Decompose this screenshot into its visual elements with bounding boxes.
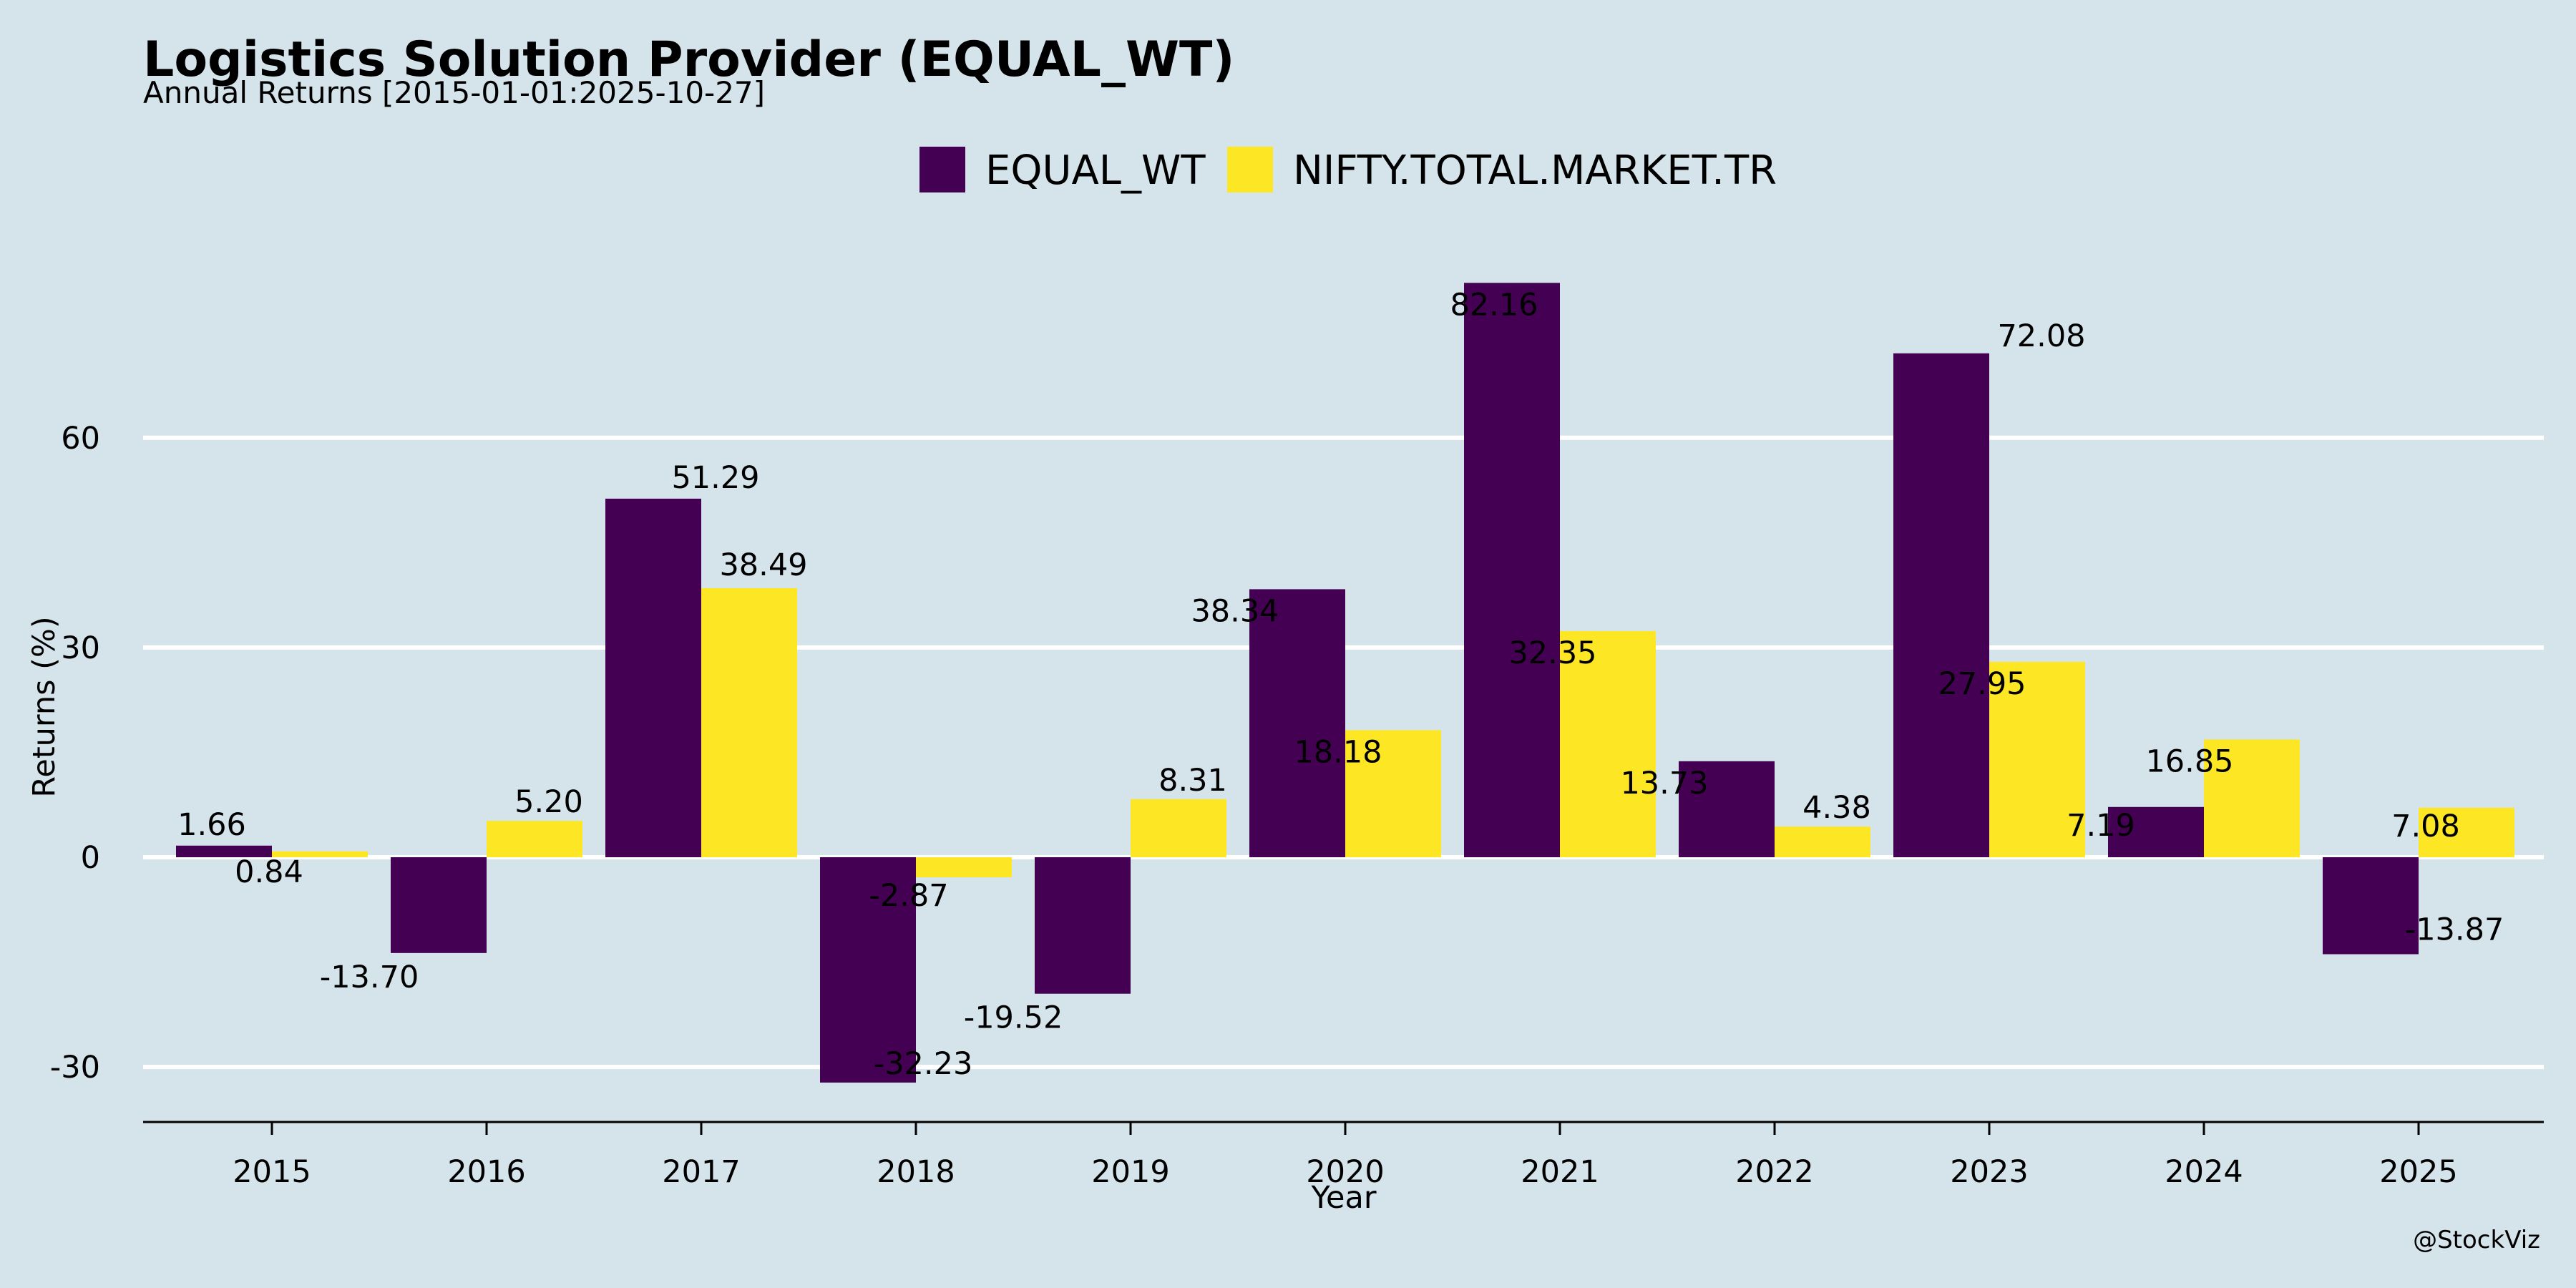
legend: EQUAL_WT NIFTY.TOTAL.MARKET.TR <box>919 147 1777 194</box>
y-axis-label: Returns (%) <box>26 616 62 797</box>
bar-equal-wt-2015 <box>176 845 272 857</box>
data-label: -32.23 <box>874 1046 973 1082</box>
x-tick-label: 2015 <box>233 1154 311 1190</box>
bar-equal-wt-2017 <box>605 498 701 857</box>
y-tick-label: -30 <box>50 1050 100 1085</box>
bar-nifty-total-market-tr-2016 <box>487 821 582 857</box>
data-label: 38.34 <box>1191 593 1279 629</box>
y-tick-label: 0 <box>81 840 100 876</box>
data-label: 82.16 <box>1450 287 1538 323</box>
x-tick-label: 2016 <box>447 1154 525 1190</box>
x-tick-label: 2021 <box>1521 1154 1599 1190</box>
bar-nifty-total-market-tr-2018 <box>916 857 1012 878</box>
bar-nifty-total-market-tr-2024 <box>2204 739 2300 857</box>
credit-text: @StockViz <box>2413 1226 2540 1254</box>
bar-equal-wt-2016 <box>391 857 487 953</box>
bar-nifty-total-market-tr-2017 <box>701 587 797 857</box>
bar-equal-wt-2022 <box>1679 761 1775 857</box>
x-tick-label: 2024 <box>2165 1154 2243 1190</box>
bar-equal-wt-2020 <box>1249 589 1345 857</box>
legend-label: EQUAL_WT <box>985 147 1206 194</box>
bar-equal-wt-2019 <box>1035 857 1131 994</box>
data-label: 16.85 <box>2145 743 2233 779</box>
x-tick-label: 2017 <box>662 1154 740 1190</box>
x-tick-label: 2023 <box>1950 1154 2028 1190</box>
bar-nifty-total-market-tr-2021 <box>1560 630 1656 857</box>
bar-nifty-total-market-tr-2025 <box>2419 807 2514 857</box>
data-label: 51.29 <box>671 460 759 496</box>
data-label: -13.87 <box>2405 912 2504 948</box>
x-tick-label: 2022 <box>1735 1154 1813 1190</box>
data-label: 7.19 <box>2067 808 2135 844</box>
x-tick-label: 2018 <box>877 1154 955 1190</box>
bar-equal-wt-2024 <box>2108 806 2204 857</box>
data-label: 13.73 <box>1620 766 1708 801</box>
y-tick-label: 60 <box>61 421 100 457</box>
bar-equal-wt-2021 <box>1464 283 1560 857</box>
bar-nifty-total-market-tr-2020 <box>1345 730 1441 857</box>
data-label: 72.08 <box>1997 318 2085 354</box>
legend-label: NIFTY.TOTAL.MARKET.TR <box>1293 147 1777 194</box>
data-label: 7.08 <box>2391 809 2460 844</box>
chart-title: Logistics Solution Provider (EQUAL_WT) <box>143 31 1234 88</box>
data-label: 38.49 <box>719 547 807 583</box>
x-tick-label: 2019 <box>1091 1154 1169 1190</box>
bar-nifty-total-market-tr-2023 <box>1989 661 2085 857</box>
data-label: -13.70 <box>320 960 419 995</box>
data-label: 27.95 <box>1938 666 2026 702</box>
data-label: 4.38 <box>1802 790 1871 826</box>
bar-nifty-total-market-tr-2019 <box>1131 799 1226 857</box>
data-label: 18.18 <box>1294 734 1382 770</box>
x-tick-label: 2020 <box>1306 1154 1384 1190</box>
chart-subtitle: Annual Returns [2015-01-01:2025-10-27] <box>143 75 765 110</box>
data-label: -19.52 <box>964 1000 1063 1036</box>
x-axis: 2015 2016 2017 2018 2019 2020 2021 2022 2023 2024… <box>143 1121 2544 1190</box>
data-label: 8.31 <box>1158 763 1227 799</box>
legend-swatch <box>1227 147 1273 192</box>
legend-swatch <box>919 147 965 192</box>
y-axis-ticks: -30 0 30 60 <box>50 421 100 1085</box>
x-tick-label: 2025 <box>2379 1154 2457 1190</box>
data-labels: 1.66 -13.70 51.29 -32.23 -19.52 38.34 82.16 13.… <box>177 287 2504 1082</box>
bar-equal-wt-2018 <box>820 857 916 1083</box>
x-axis-label: Year <box>1310 1180 1376 1216</box>
data-label: 0.84 <box>235 854 303 890</box>
bar-nifty-total-market-tr-2022 <box>1775 826 1870 857</box>
bar-nifty-total-market-tr-2015 <box>272 851 368 857</box>
data-label: 32.35 <box>1508 635 1596 671</box>
y-tick-label: 30 <box>61 630 100 666</box>
bars <box>176 283 2514 1083</box>
data-label: 1.66 <box>177 807 246 843</box>
data-label: -2.87 <box>869 878 948 914</box>
data-label: 5.20 <box>514 784 583 820</box>
bar-equal-wt-2025 <box>2323 857 2419 955</box>
bar-equal-wt-2023 <box>1893 353 1989 857</box>
